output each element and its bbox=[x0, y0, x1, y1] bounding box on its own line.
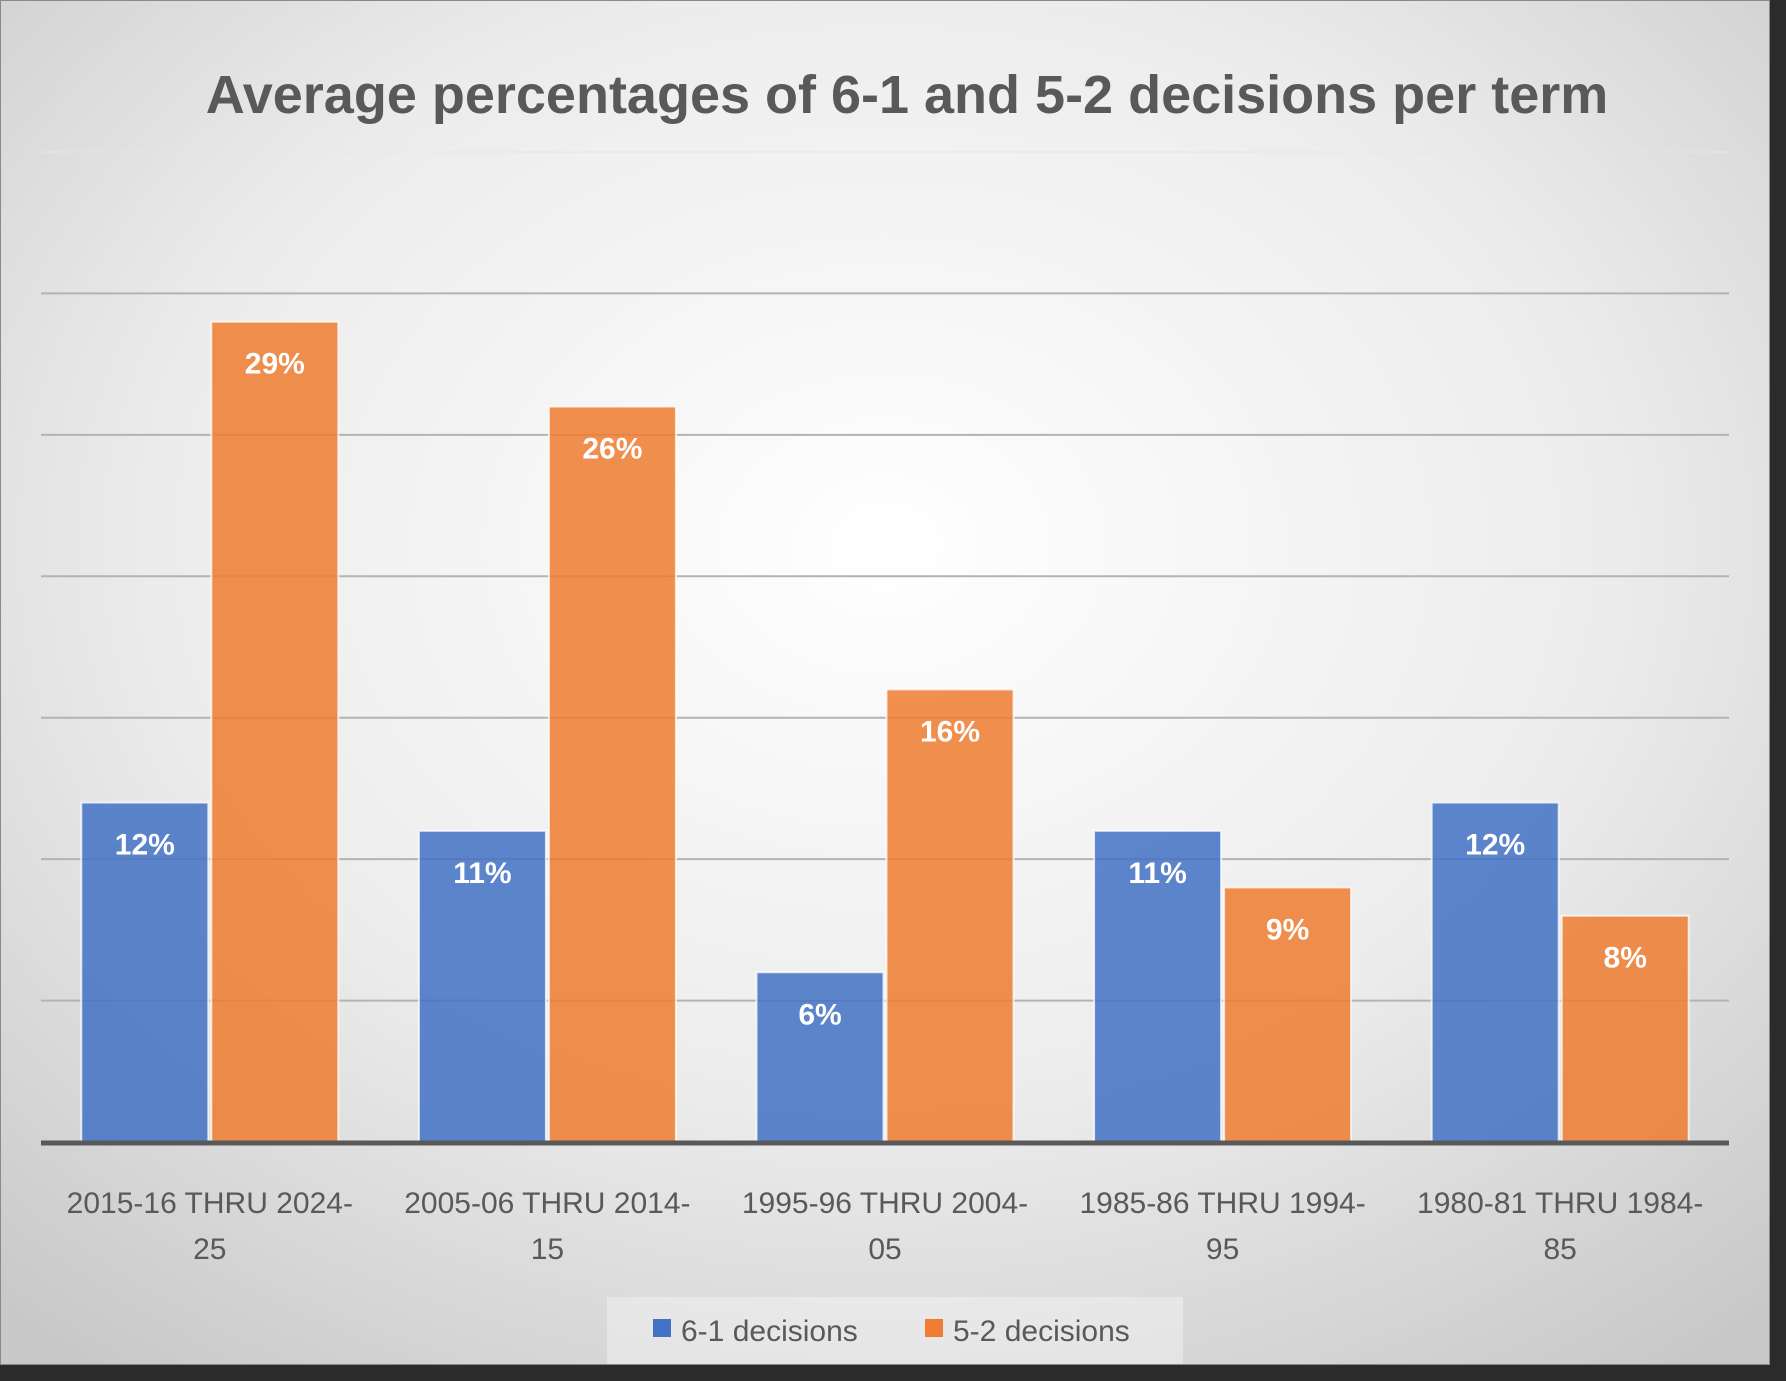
x-tick-label: 95 bbox=[1206, 1233, 1239, 1266]
data-labels: 12% 11% 6% 11% 12% 29% 26% 16% 9% 8% bbox=[115, 348, 1647, 1032]
legend-swatch bbox=[925, 1319, 943, 1337]
data-label: 12% bbox=[115, 829, 175, 862]
legend-swatch bbox=[653, 1319, 671, 1337]
x-axis: 2015-16 THRU 2024- 25 2005-06 THRU 2014- 15… bbox=[41, 1140, 1729, 1266]
chart-title: Average percentages of 6-1 and 5-2 decis… bbox=[206, 65, 1609, 125]
x-tick-label: 1995-96 THRU 2004- bbox=[742, 1187, 1028, 1220]
chart-frame: Average percentages of 6-1 and 5-2 decis… bbox=[0, 0, 1770, 1365]
data-label: 11% bbox=[1128, 857, 1186, 890]
bar-five-two bbox=[885, 688, 1015, 1144]
legend: 6-1 decisions 5-2 decisions bbox=[607, 1297, 1183, 1364]
data-label: 6% bbox=[798, 998, 841, 1031]
data-label: 16% bbox=[920, 715, 980, 748]
x-tick-label: 2015-16 THRU 2024- bbox=[67, 1187, 353, 1220]
bars bbox=[80, 320, 1690, 1144]
bar-five-two bbox=[1223, 886, 1353, 1144]
x-tick-label: 2005-06 THRU 2014- bbox=[404, 1187, 690, 1220]
data-label: 9% bbox=[1266, 913, 1309, 946]
legend-label: 6-1 decisions bbox=[681, 1315, 858, 1348]
x-tick-label: 15 bbox=[531, 1233, 564, 1266]
legend-box bbox=[607, 1297, 1183, 1364]
data-label: 8% bbox=[1604, 942, 1647, 975]
legend-label: 5-2 decisions bbox=[953, 1315, 1130, 1348]
x-tick-label: 25 bbox=[193, 1233, 226, 1266]
bar-six-one bbox=[1093, 829, 1223, 1143]
x-tick-label: 05 bbox=[868, 1233, 901, 1266]
bar-five-two bbox=[1560, 914, 1690, 1144]
data-label: 29% bbox=[245, 348, 305, 381]
bar-five-two bbox=[547, 405, 677, 1144]
data-label: 12% bbox=[1465, 829, 1525, 862]
x-tick-label: 1980-81 THRU 1984- bbox=[1417, 1187, 1703, 1220]
x-tick-label: 1985-86 THRU 1994- bbox=[1079, 1187, 1365, 1220]
bar-five-two bbox=[210, 320, 340, 1143]
bar-chart: Average percentages of 6-1 and 5-2 decis… bbox=[1, 1, 1769, 1364]
bar-six-one bbox=[80, 801, 210, 1143]
data-label: 11% bbox=[453, 857, 511, 890]
data-label: 26% bbox=[582, 433, 642, 466]
x-tick-label: 85 bbox=[1544, 1233, 1577, 1266]
bar-six-one bbox=[417, 829, 547, 1143]
bar-six-one bbox=[1430, 801, 1560, 1143]
